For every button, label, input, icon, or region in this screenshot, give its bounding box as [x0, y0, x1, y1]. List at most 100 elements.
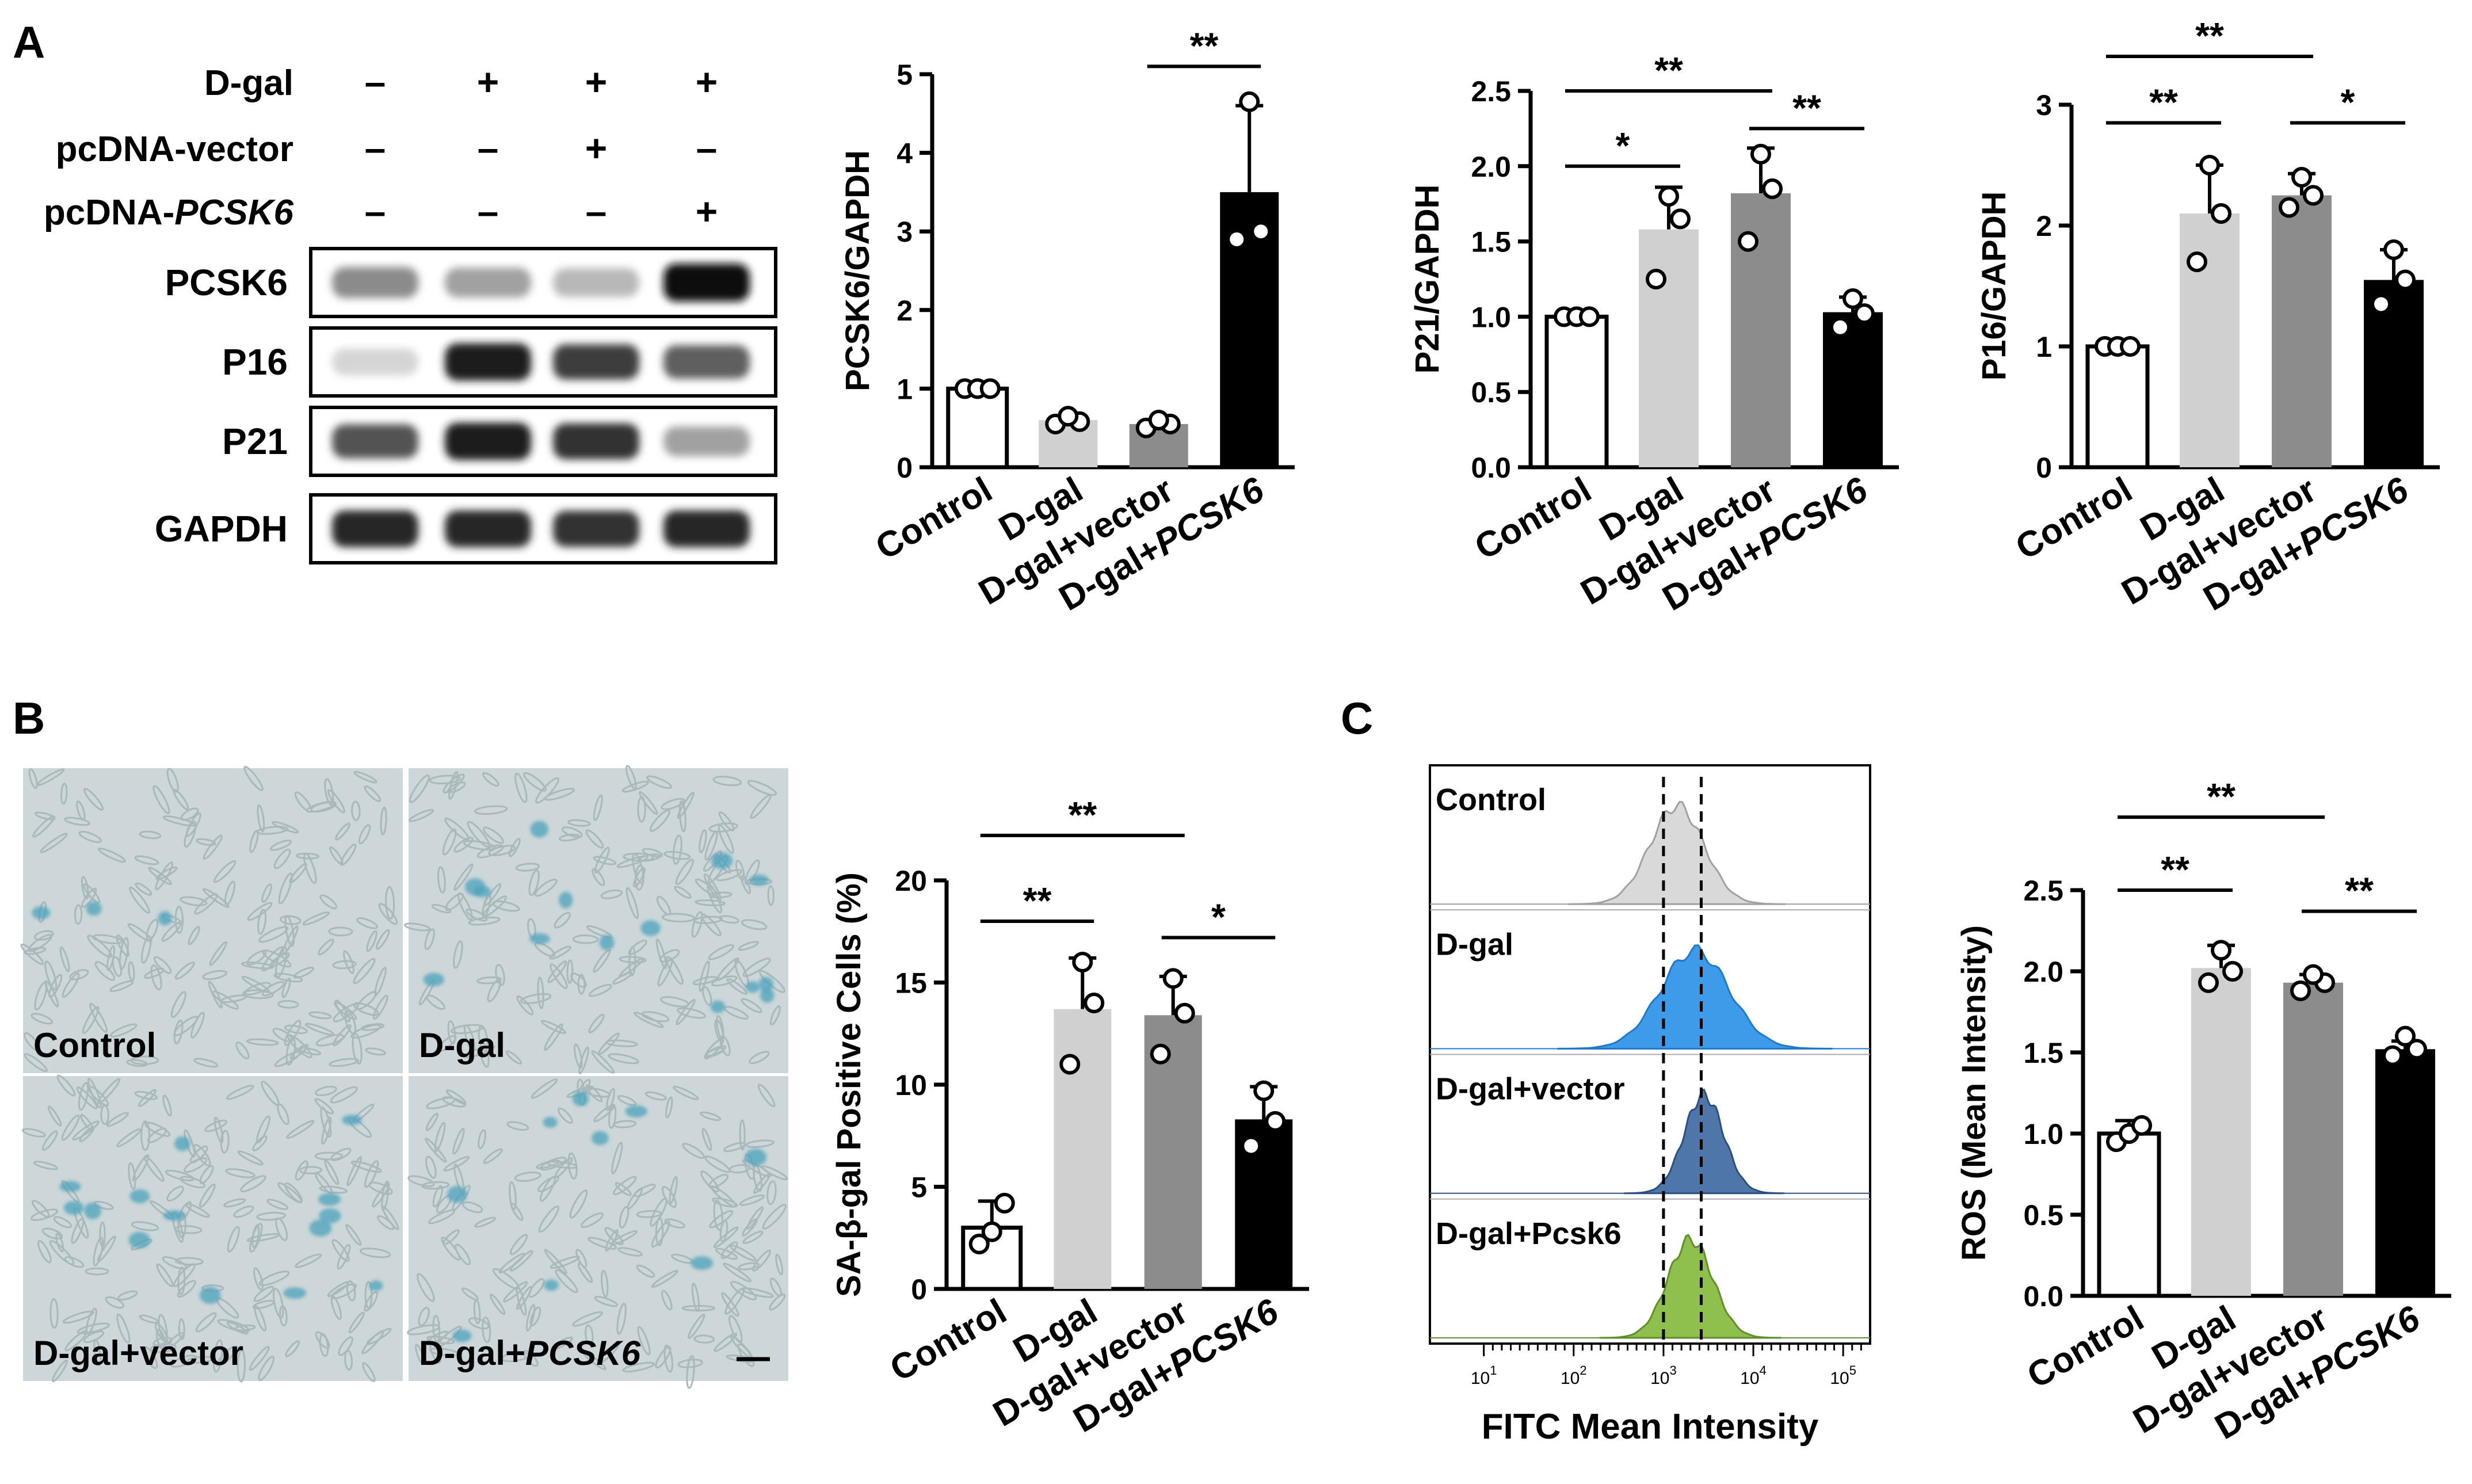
- cell: [482, 772, 499, 787]
- cell: [344, 1010, 357, 1035]
- treatment-mark: –: [478, 190, 499, 232]
- bar: [2180, 213, 2240, 467]
- cell: [220, 1130, 230, 1154]
- cell: [483, 1148, 503, 1164]
- data-point: [2406, 1039, 2427, 1060]
- cell: [249, 1223, 263, 1253]
- cell: [672, 1085, 699, 1101]
- cell: [365, 1047, 386, 1056]
- data-point: [2211, 203, 2231, 224]
- cell: [170, 991, 186, 1018]
- x-tick-label-main: Control: [869, 470, 998, 567]
- cell: [345, 1224, 362, 1246]
- cell: [334, 1001, 357, 1020]
- cell: [753, 1173, 770, 1194]
- cell: [134, 1090, 158, 1100]
- cell: [315, 1085, 337, 1097]
- cell: [514, 1172, 541, 1182]
- cell: [661, 913, 695, 923]
- x-tick-base: 10: [1471, 1369, 1490, 1388]
- y-tick-label: 4: [897, 138, 913, 170]
- cell: [24, 1032, 40, 1051]
- cell: [543, 1023, 563, 1051]
- cell: [241, 962, 274, 970]
- cell: [235, 1042, 250, 1059]
- cell: [188, 926, 200, 945]
- cell: [714, 1019, 724, 1043]
- treatment-mark: +: [696, 60, 718, 103]
- cell: [676, 998, 696, 1025]
- cell: [613, 1120, 637, 1128]
- cell: [286, 1120, 315, 1139]
- bar-chart-p21-gapdh: 0.00.51.01.52.02.5P21/GAPDHControlD-galD…: [1409, 49, 1899, 619]
- cell: [59, 947, 70, 972]
- cell: [726, 978, 747, 995]
- data-point: [1148, 410, 1169, 431]
- cell: [616, 1303, 627, 1335]
- cell: [693, 1334, 715, 1344]
- cell: [366, 1327, 392, 1345]
- significance-label: **: [2207, 776, 2236, 817]
- cell: [83, 788, 104, 811]
- cell: [489, 1294, 506, 1315]
- treatment-label: pcDNA-PCSK6: [44, 193, 294, 232]
- cell: [708, 944, 734, 960]
- cell: [703, 873, 722, 901]
- x-axis-label: FITC Mean Intensity: [1482, 1407, 1819, 1447]
- y-axis-label: PCSK6/GAPDH: [839, 150, 876, 391]
- y-tick-label: 0.5: [2023, 1199, 2063, 1231]
- cell: [415, 1344, 425, 1364]
- data-point: [1253, 1080, 1275, 1101]
- y-tick-label: 2: [2036, 210, 2052, 242]
- cell: [330, 1147, 352, 1161]
- cell: [592, 868, 605, 886]
- cell: [150, 1342, 177, 1353]
- cell: [329, 1058, 360, 1067]
- cell: [356, 917, 378, 929]
- cell: [627, 1188, 643, 1210]
- cell: [599, 1342, 620, 1363]
- blot-band: [332, 267, 418, 298]
- cell: [28, 768, 38, 789]
- cell: [681, 1304, 715, 1312]
- cell: [663, 850, 691, 860]
- cell: [608, 1053, 639, 1065]
- cell: [728, 1315, 743, 1344]
- cell: [501, 1352, 530, 1363]
- cell: [44, 980, 59, 1008]
- stained-cell: [84, 1202, 101, 1220]
- data-point: [2395, 1025, 2416, 1047]
- cell: [236, 1349, 246, 1383]
- cell: [269, 840, 292, 851]
- cell: [656, 895, 672, 915]
- cell: [569, 1189, 588, 1219]
- y-tick-label: 10: [895, 1069, 927, 1101]
- cell: [375, 929, 390, 950]
- cell: [83, 883, 101, 904]
- cell: [495, 964, 505, 986]
- cell: [665, 1096, 673, 1119]
- x-tick-exponent: 5: [1849, 1363, 1856, 1378]
- cell: [467, 821, 490, 848]
- cell: [194, 893, 218, 915]
- blot-band: [332, 348, 418, 376]
- data-point: [2187, 251, 2207, 272]
- cell: [646, 775, 673, 789]
- data-point: [2290, 980, 2311, 1001]
- data-point: [1750, 143, 1771, 165]
- stained-cell: [342, 1115, 363, 1126]
- cell: [331, 1239, 350, 1262]
- cell: [257, 909, 267, 935]
- cell: [64, 1256, 85, 1268]
- stained-cell: [32, 906, 51, 920]
- cell: [455, 1243, 471, 1265]
- cell: [49, 1298, 59, 1329]
- cell: [550, 1256, 580, 1269]
- cell: [651, 1269, 678, 1288]
- cell: [150, 964, 162, 990]
- blot-band: [332, 510, 418, 547]
- cell: [674, 886, 692, 899]
- cell: [173, 1016, 199, 1036]
- cell: [588, 983, 612, 997]
